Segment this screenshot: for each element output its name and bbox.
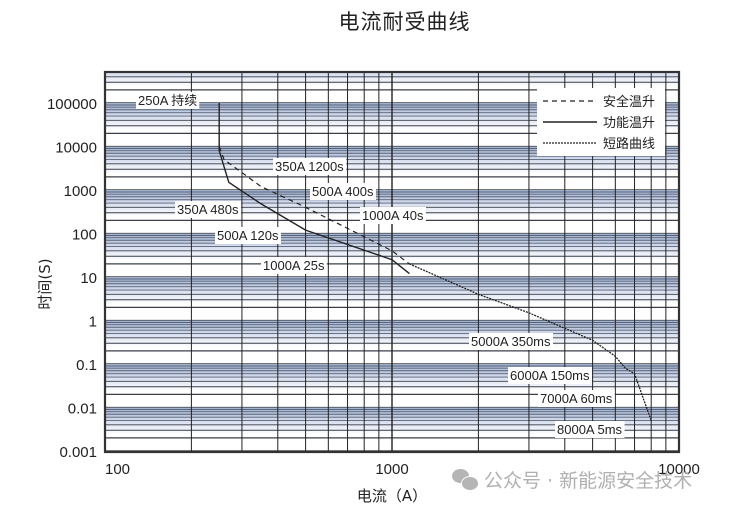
x-axis-title: 电流（A） xyxy=(357,487,427,505)
legend-item: 安全温升 xyxy=(603,94,655,110)
y-tick-label: 100000 xyxy=(47,96,97,113)
y-tick-label: 10 xyxy=(80,270,97,287)
annotation-label: 350A 480s xyxy=(177,202,239,217)
y-axis-title: 时间(S) xyxy=(36,258,54,309)
watermark: 公众号 · 新能源安全技术 xyxy=(452,466,692,493)
series-2 xyxy=(409,263,652,421)
annotation-label: 350A 1200s xyxy=(275,159,344,174)
y-tick-label: 10000 xyxy=(55,140,97,157)
series-1 xyxy=(218,103,410,275)
y-tick-label: 100 xyxy=(72,227,97,244)
y-tick-label: 1 xyxy=(89,314,97,331)
annotation-label: 250A 持续 xyxy=(138,93,197,108)
y-tick-label: 1000 xyxy=(64,183,97,200)
series-0 xyxy=(218,146,410,265)
annotation-label: 1000A 40s xyxy=(362,208,424,223)
y-tick-label: 0.01 xyxy=(68,401,97,418)
chart-title: 电流耐受曲线 xyxy=(338,10,471,34)
annotation-label: 6000A 150ms xyxy=(510,368,590,383)
annotation-label: 500A 400s xyxy=(312,184,374,199)
x-tick-label: 100 xyxy=(105,461,130,478)
watermark-text: 公众号 · 新能源安全技术 xyxy=(484,470,693,492)
x-tick-label: 10000 xyxy=(658,461,700,478)
legend-item: 功能温升 xyxy=(603,116,655,131)
y-tick-label: 0.001 xyxy=(59,444,97,461)
wechat-icon xyxy=(452,468,479,491)
legend-item: 短路曲线 xyxy=(603,136,655,152)
annotation-label: 1000A 25s xyxy=(263,258,325,273)
annotation-label: 7000A 60ms xyxy=(540,391,613,406)
annotation-label: 8000A 5ms xyxy=(557,422,623,437)
y-tick-label: 0.1 xyxy=(76,357,97,374)
x-tick-label: 1000 xyxy=(375,461,408,478)
annotation-label: 500A 120s xyxy=(217,228,279,243)
annotation-label: 5000A 350ms xyxy=(471,334,551,349)
